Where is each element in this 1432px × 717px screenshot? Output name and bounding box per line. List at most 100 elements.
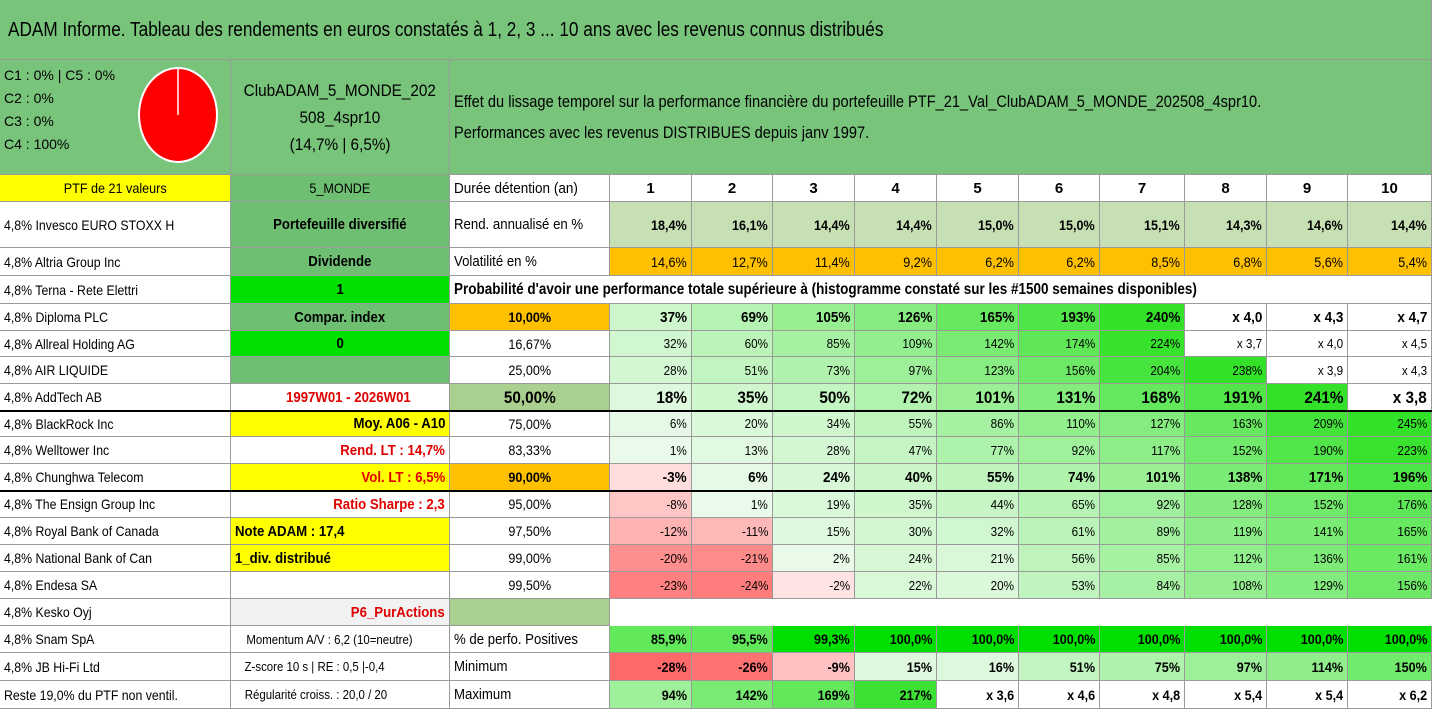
spacer-green[interactable]: [450, 599, 610, 626]
vol-value[interactable]: 6,2%: [1019, 248, 1100, 276]
vol-value[interactable]: 11,4%: [773, 248, 855, 276]
holding-row[interactable]: Reste 19,0% du PTF non ventil.: [0, 681, 231, 709]
maximum-value[interactable]: 217%: [855, 681, 937, 709]
holding-row[interactable]: 4,8% Kesko Oyj: [0, 599, 231, 626]
rend-value[interactable]: 14,6%: [1267, 202, 1348, 248]
prob-percentile[interactable]: 99,00%: [450, 545, 610, 572]
prob-value[interactable]: 1%: [692, 491, 773, 518]
prob-value[interactable]: 176%: [1348, 491, 1432, 518]
pct-pos-value[interactable]: 99,3%: [773, 626, 855, 653]
rend-value[interactable]: 14,3%: [1185, 202, 1267, 248]
prob-value[interactable]: -12%: [610, 518, 692, 545]
prob-value[interactable]: 47%: [855, 437, 937, 464]
pct-pos-value[interactable]: 100,0%: [1100, 626, 1185, 653]
prob-value[interactable]: 245%: [1348, 411, 1432, 437]
prob-percentile[interactable]: 16,67%: [450, 331, 610, 357]
prob-value[interactable]: 35%: [692, 384, 773, 411]
prob-value[interactable]: -3%: [610, 464, 692, 491]
pie-block[interactable]: C1 : 0% | C5 : 0% C2 : 0% C3 : 0% C4 : 100%: [0, 60, 231, 175]
rend-value[interactable]: 14,4%: [1348, 202, 1432, 248]
label-rend[interactable]: Rend. annualisé en %: [450, 202, 610, 248]
prob-value[interactable]: 65%: [1019, 491, 1100, 518]
prob-value[interactable]: 136%: [1267, 545, 1348, 572]
year-header[interactable]: 3: [773, 175, 855, 202]
prob-value[interactable]: 24%: [855, 545, 937, 572]
vol-value[interactable]: 12,7%: [692, 248, 773, 276]
prob-percentile[interactable]: 75,00%: [450, 411, 610, 437]
holding-row[interactable]: 4,8% Altria Group Inc: [0, 248, 231, 276]
holding-row[interactable]: 4,8% Chunghwa Telecom: [0, 464, 231, 491]
info-item[interactable]: Compar. index: [231, 304, 450, 331]
prob-value[interactable]: 156%: [1348, 572, 1432, 599]
prob-value[interactable]: x 4,7: [1348, 304, 1432, 331]
pct-pos-value[interactable]: 100,0%: [1267, 626, 1348, 653]
prob-value[interactable]: 56%: [1019, 545, 1100, 572]
prob-value[interactable]: 15%: [773, 518, 855, 545]
info-item[interactable]: 0: [231, 331, 450, 357]
prob-value[interactable]: x 4,5: [1348, 331, 1432, 357]
prob-value[interactable]: 30%: [855, 518, 937, 545]
prob-value[interactable]: 20%: [692, 411, 773, 437]
holding-row[interactable]: 4,8% AddTech AB: [0, 384, 231, 411]
holding-row[interactable]: 4,8% Snam SpA: [0, 626, 231, 653]
prob-value[interactable]: 84%: [1100, 572, 1185, 599]
prob-value[interactable]: x 4,0: [1185, 304, 1267, 331]
rend-value[interactable]: 15,1%: [1100, 202, 1185, 248]
prob-percentile[interactable]: 83,33%: [450, 437, 610, 464]
prob-value[interactable]: 138%: [1185, 464, 1267, 491]
prob-value[interactable]: 28%: [773, 437, 855, 464]
prob-value[interactable]: 32%: [610, 331, 692, 357]
prob-value[interactable]: 20%: [937, 572, 1019, 599]
prob-percentile[interactable]: 99,50%: [450, 572, 610, 599]
holding-row[interactable]: 4,8% JB Hi-Fi Ltd: [0, 653, 231, 681]
prob-value[interactable]: 77%: [937, 437, 1019, 464]
prob-value[interactable]: 129%: [1267, 572, 1348, 599]
prob-value[interactable]: 165%: [1348, 518, 1432, 545]
prob-value[interactable]: 126%: [855, 304, 937, 331]
minimum-value[interactable]: 15%: [855, 653, 937, 681]
holding-row[interactable]: 4,8% Endesa SA: [0, 572, 231, 599]
label-minimum[interactable]: Minimum: [450, 653, 610, 681]
prob-value[interactable]: 34%: [773, 411, 855, 437]
prob-value[interactable]: 21%: [937, 545, 1019, 572]
year-header[interactable]: 2: [692, 175, 773, 202]
prob-value[interactable]: x 4,3: [1348, 357, 1432, 384]
info-header[interactable]: 5_MONDE: [231, 175, 450, 202]
maximum-value[interactable]: x 5,4: [1267, 681, 1348, 709]
info-item[interactable]: Rend. LT : 14,7%: [231, 437, 450, 464]
prob-value[interactable]: 69%: [692, 304, 773, 331]
prob-value[interactable]: -8%: [610, 491, 692, 518]
rend-value[interactable]: 16,1%: [692, 202, 773, 248]
prob-value[interactable]: 55%: [855, 411, 937, 437]
vol-value[interactable]: 14,6%: [610, 248, 692, 276]
prob-percentile[interactable]: 50,00%: [450, 384, 610, 411]
pct-pos-value[interactable]: 100,0%: [855, 626, 937, 653]
holding-row[interactable]: 4,8% Invesco EURO STOXX H: [0, 202, 231, 248]
prob-value[interactable]: 92%: [1019, 437, 1100, 464]
prob-value[interactable]: 112%: [1185, 545, 1267, 572]
holding-row[interactable]: 4,8% Diploma PLC: [0, 304, 231, 331]
prob-value[interactable]: -21%: [692, 545, 773, 572]
prob-value[interactable]: 110%: [1019, 411, 1100, 437]
year-header[interactable]: 9: [1267, 175, 1348, 202]
prob-value[interactable]: 55%: [937, 464, 1019, 491]
prob-value[interactable]: x 3,7: [1185, 331, 1267, 357]
info-item[interactable]: Z-score 10 s | RE : 0,5 |-0,4: [231, 653, 450, 681]
pct-pos-value[interactable]: 100,0%: [937, 626, 1019, 653]
prob-value[interactable]: 109%: [855, 331, 937, 357]
prob-value[interactable]: 2%: [773, 545, 855, 572]
info-item[interactable]: Portefeuille diversifié: [231, 202, 450, 248]
prob-value[interactable]: 19%: [773, 491, 855, 518]
rend-value[interactable]: 14,4%: [773, 202, 855, 248]
vol-value[interactable]: 6,2%: [937, 248, 1019, 276]
prob-value[interactable]: 223%: [1348, 437, 1432, 464]
minimum-value[interactable]: 75%: [1100, 653, 1185, 681]
prob-value[interactable]: 92%: [1100, 491, 1185, 518]
prob-value[interactable]: -23%: [610, 572, 692, 599]
prob-value[interactable]: 53%: [1019, 572, 1100, 599]
prob-value[interactable]: -24%: [692, 572, 773, 599]
vol-value[interactable]: 5,6%: [1267, 248, 1348, 276]
rend-value[interactable]: 18,4%: [610, 202, 692, 248]
maximum-value[interactable]: x 4,8: [1100, 681, 1185, 709]
info-item[interactable]: Moy. A06 - A10: [231, 411, 450, 437]
